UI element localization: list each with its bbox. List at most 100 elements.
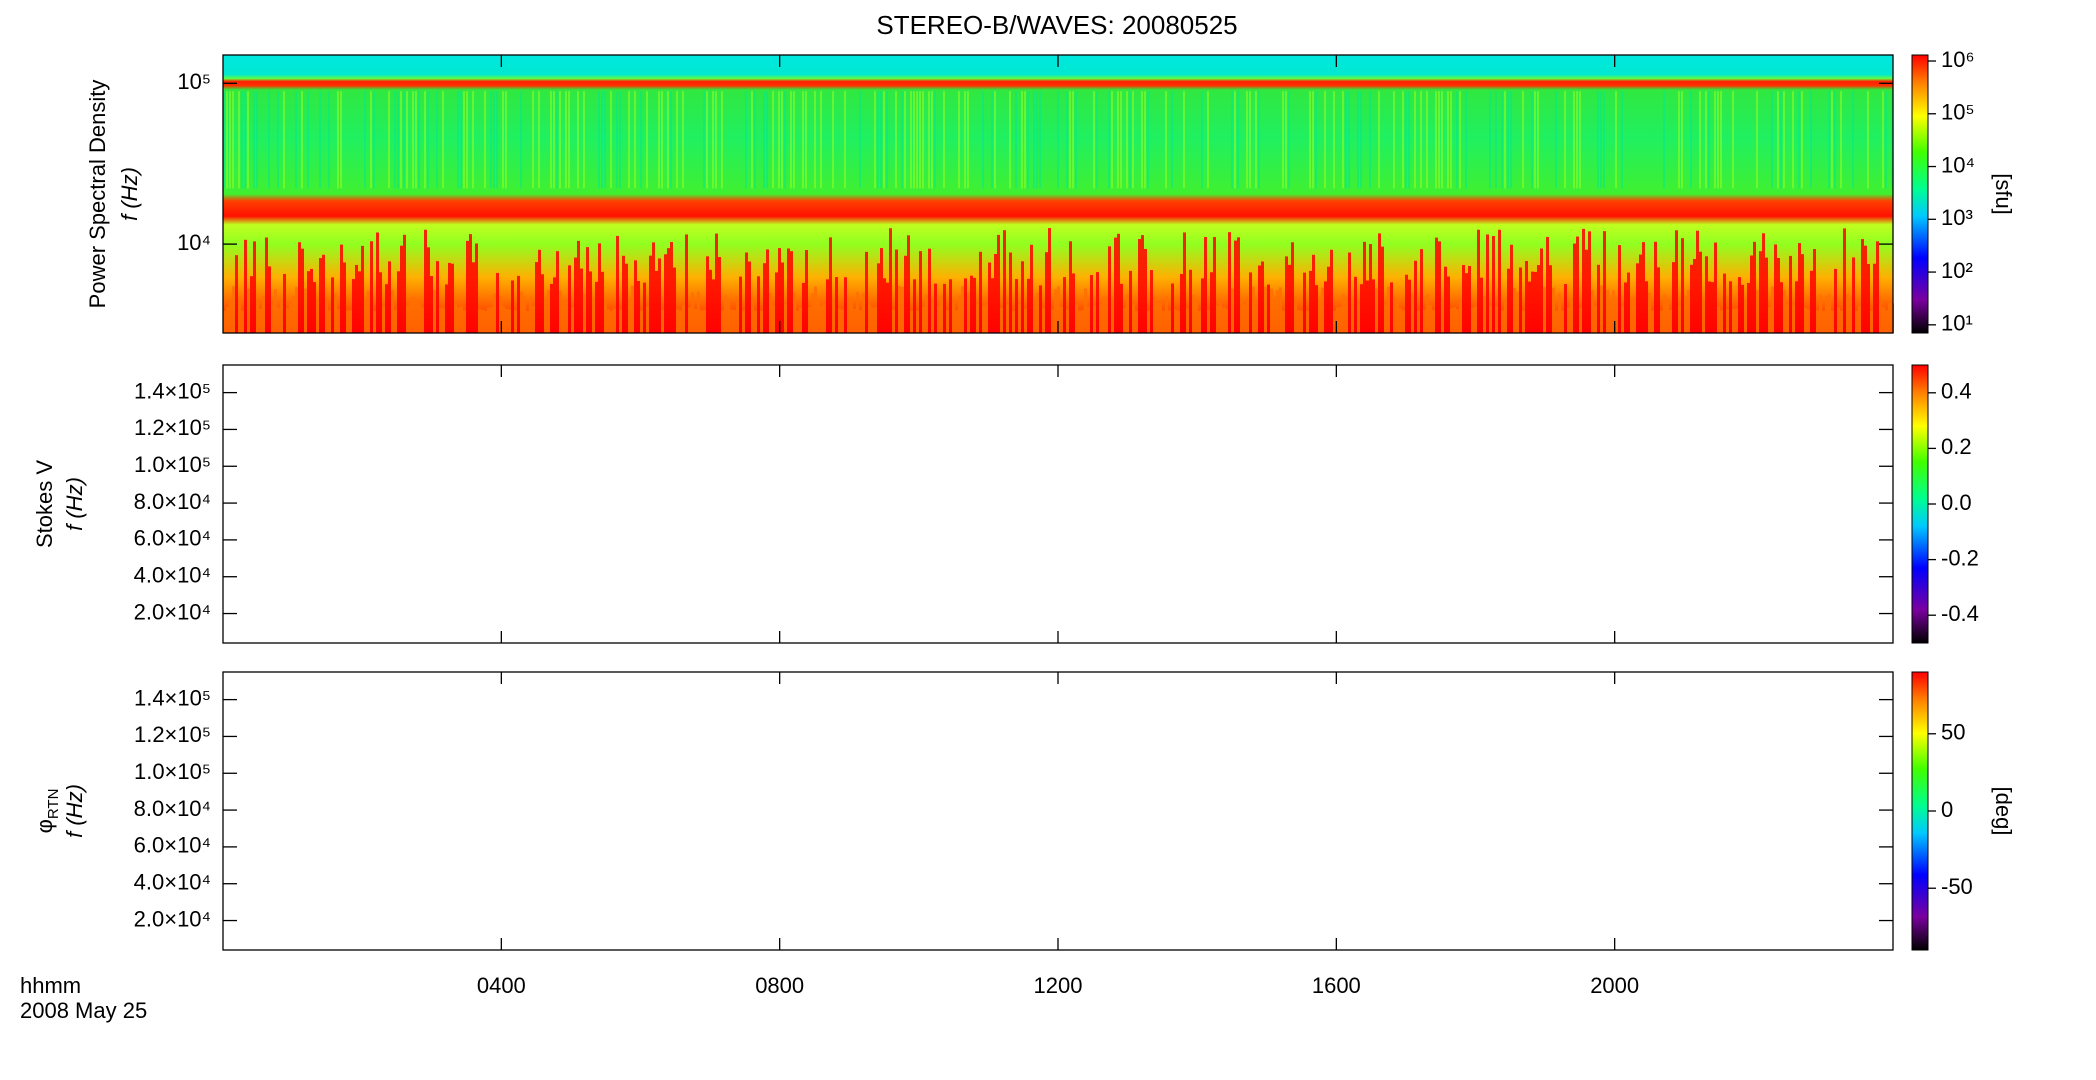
spectrogram-streak [1006,304,1009,333]
spectrogram-streak [268,266,271,333]
spectrogram-streak [718,257,721,333]
spectrogram-streak [727,298,730,333]
spectrogram-streak [1231,91,1233,189]
spectrogram-streak [676,91,678,189]
colorbar-tick-label: -0.4 [1941,601,1979,626]
spectrogram-streak [1093,305,1096,333]
spectrogram-streak [490,91,492,189]
spectrogram-streak [652,242,655,333]
spectrogram-streak [1126,294,1129,333]
spectrogram-streak [541,274,544,333]
spectrogram-streak [1021,91,1023,189]
spectrogram-streak [841,309,844,333]
spectrogram-streak [919,251,922,333]
spectrogram-streak [1393,91,1395,189]
spectrogram-streak [844,91,846,189]
spectrogram-streak [1690,264,1693,333]
spectrogram-streak [1180,273,1183,333]
spectrogram-streak [664,254,667,333]
spectrogram-streak [319,91,321,189]
spectrogram-streak [790,91,792,189]
spectrogram-streak [448,262,451,333]
spectrogram-streak [1495,91,1497,189]
spectrogram-streak [238,299,241,333]
spectrogram-streak [559,91,561,189]
spectrogram-streak [1732,91,1734,189]
spectrogram-streak [985,304,988,333]
y-axis-title: Power Spectral Density [85,80,110,309]
spectrogram-streak [973,277,976,333]
spectrogram-streak [421,307,424,333]
spectrogram-streak [1774,244,1777,333]
x-tick-label: 0800 [755,973,804,998]
spectrogram-streak [829,237,832,333]
spectrogram-streak [1399,308,1402,333]
spectrogram-streak [1408,279,1411,333]
spectrogram-streak [1369,244,1372,333]
spectrogram-streak [334,293,337,333]
spectrogram-streak [1120,283,1123,333]
spectrogram-streak [1663,91,1665,189]
spectrogram-streak [751,91,753,189]
spectrogram-streak [436,91,438,189]
spectrogram-streak [976,303,979,333]
spectrogram-streak [1288,91,1290,189]
spectrogram-streak [1627,272,1630,333]
spectrogram-streak [1003,230,1006,333]
spectrogram-streak [1633,297,1636,333]
spectrogram-streak [1144,248,1147,333]
spectrogram-streak [619,91,621,189]
spectrogram-streak [781,262,784,333]
spectrogram-streak [1780,91,1782,189]
spectrogram-streak [1141,91,1143,189]
spectrogram-streak [253,241,256,333]
spectrogram-streak [1591,290,1594,333]
spectrogram-streak [406,305,409,333]
spectrogram-streak [1669,309,1672,333]
spectrogram-streak [1165,296,1168,333]
spectrogram-streak [427,247,430,333]
spectrogram-streak [1840,310,1843,333]
spectrogram-streak [1048,228,1051,333]
spectrogram-streak [784,91,786,189]
spectrogram-streak [1186,308,1189,333]
spectrogram-streak [1540,248,1543,333]
spectrogram-streak [1240,298,1243,333]
spectrogram-streak [877,91,879,189]
spectrogram-streak [1717,91,1719,189]
spectrogram-streak [1120,91,1122,189]
spectrogram-streak [1678,305,1681,333]
spectrogram-streak [1459,91,1461,189]
spectrogram-streak [1684,296,1687,333]
spectrogram-streak [1315,91,1317,189]
spectrogram-streak [1621,91,1623,189]
spectrogram-streak [1585,249,1588,333]
spectrogram-streak [1363,241,1366,333]
spectrogram-streak [1480,277,1483,333]
y-tick-label: 1.0×10⁵ [134,452,211,477]
spectrogram-streak [787,248,790,333]
spectrogram-streak [310,268,313,333]
spectrogram-streak [1033,300,1036,333]
spectrogram-streak [382,306,385,333]
spectrogram-streak [853,308,856,333]
spectrogram-streak [958,295,961,333]
spectrogram-streak [520,91,522,189]
spectrogram-streak [1258,91,1260,189]
spectrogram-streak [1183,91,1185,189]
spectrogram-streak [388,91,390,189]
spectrogram-streak [934,91,936,189]
spectrogram-streak [283,273,286,333]
spectrogram-streak [886,282,889,333]
colorbar-tick-label: 0.0 [1941,490,1972,515]
spectrogram-streak [1381,246,1384,333]
spectrogram-streak [832,91,834,189]
spectrogram-streak [655,270,658,333]
spectrogram-streak [1714,91,1716,189]
spectrogram-streak [1312,254,1315,333]
y-tick-label: 1.2×10⁵ [134,415,211,440]
spectrogram-streak [1834,91,1836,189]
spectrogram-streak [379,272,382,333]
spectrogram-streak [1027,91,1029,189]
spectrogram-streak [337,309,340,333]
